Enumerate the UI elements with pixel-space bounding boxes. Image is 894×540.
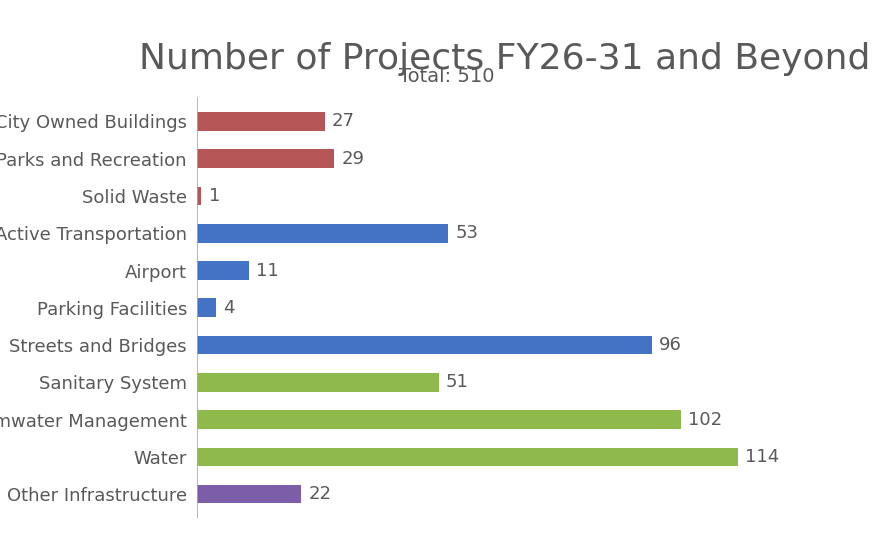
Bar xyxy=(197,261,249,280)
Text: 11: 11 xyxy=(256,261,279,280)
Bar xyxy=(197,224,448,242)
Bar xyxy=(197,410,680,429)
Bar xyxy=(197,336,653,354)
Text: 27: 27 xyxy=(332,112,355,131)
Text: 53: 53 xyxy=(455,224,478,242)
Text: 102: 102 xyxy=(687,410,722,429)
Text: 51: 51 xyxy=(446,373,468,392)
Text: 96: 96 xyxy=(660,336,682,354)
Bar xyxy=(197,448,738,466)
Bar xyxy=(197,112,325,131)
Bar xyxy=(197,373,439,392)
Bar xyxy=(197,299,215,317)
Text: 1: 1 xyxy=(208,187,220,205)
Text: 114: 114 xyxy=(745,448,779,466)
Title: Number of Projects FY26-31 and Beyond: Number of Projects FY26-31 and Beyond xyxy=(139,43,871,77)
Bar xyxy=(197,150,334,168)
Bar xyxy=(197,485,301,503)
Text: 22: 22 xyxy=(308,485,331,503)
Text: 4: 4 xyxy=(223,299,234,317)
Text: Total: 510: Total: 510 xyxy=(400,68,494,86)
Bar xyxy=(197,187,201,205)
Text: 29: 29 xyxy=(342,150,365,168)
